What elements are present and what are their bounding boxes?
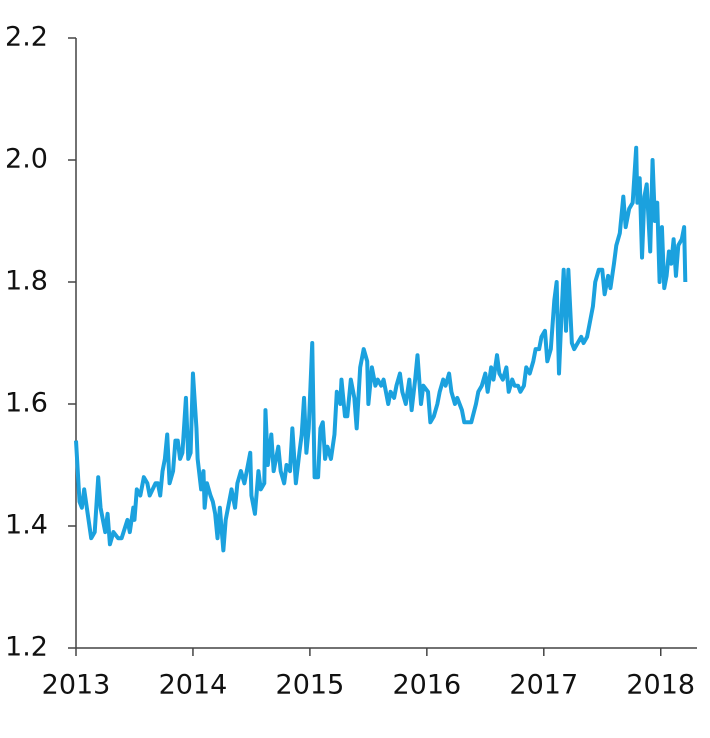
x-tick-label: 2015: [276, 670, 345, 701]
y-tick-label: 2.0: [5, 144, 48, 175]
y-tick-label: 1.6: [5, 388, 48, 419]
x-tick-label: 2014: [159, 670, 228, 701]
y-tick-label: 1.2: [5, 632, 48, 663]
y-tick-label: 1.8: [5, 266, 48, 297]
y-tick-label: 2.2: [5, 22, 48, 53]
x-tick-label: 2018: [626, 670, 695, 701]
x-tick-label: 2017: [509, 670, 578, 701]
data-line: [74, 145, 688, 553]
y-tick-label: 1.4: [5, 510, 48, 541]
x-tick-label: 2016: [392, 670, 461, 701]
x-tick-label: 2013: [42, 670, 111, 701]
